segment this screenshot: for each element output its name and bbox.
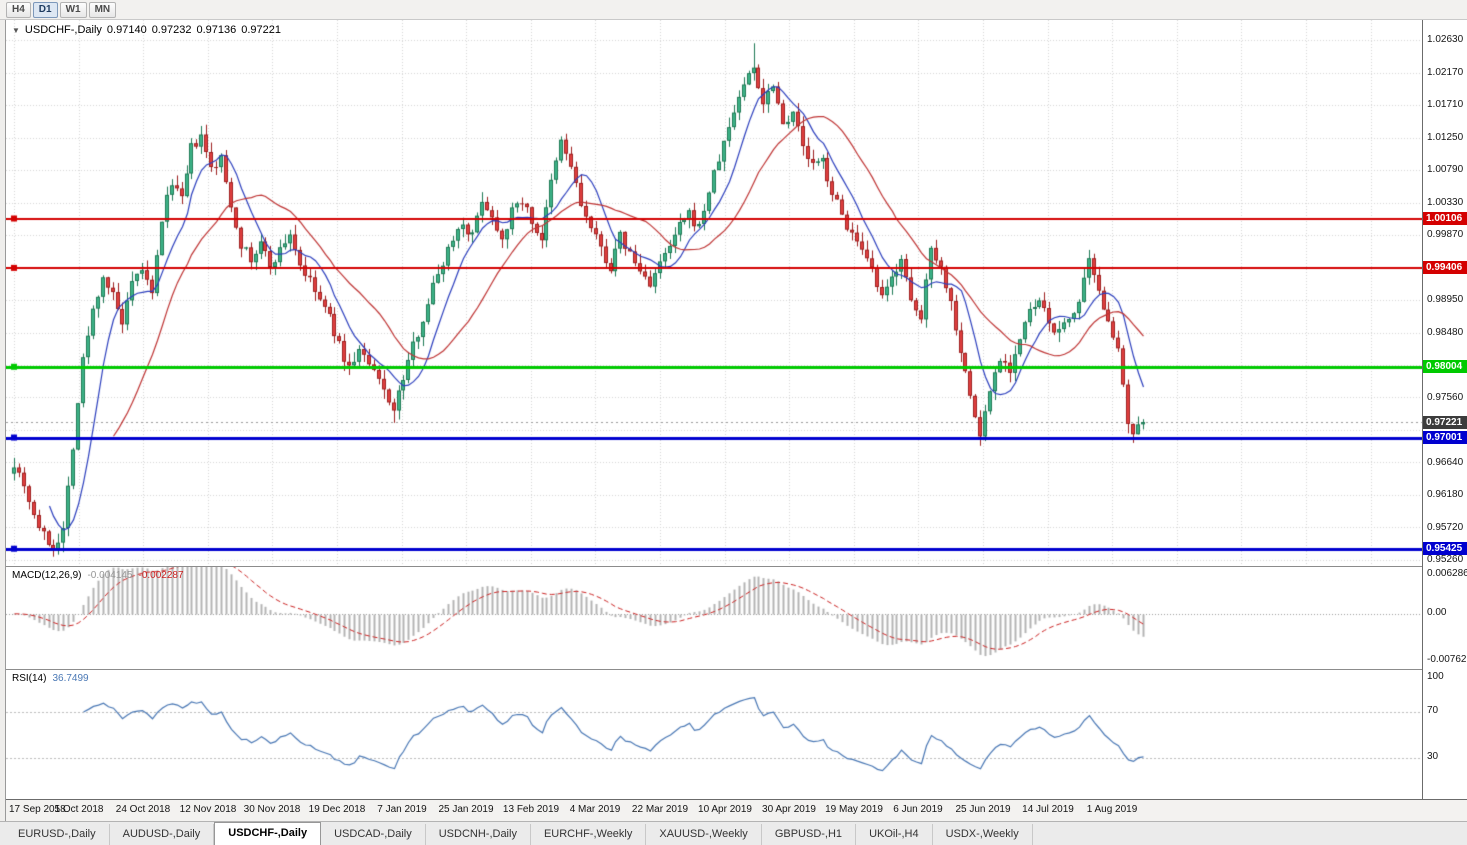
date-axis-label: 6 Jun 2019 (893, 804, 943, 815)
tab-eurchf-weekly[interactable]: EURCHF-,Weekly (531, 824, 647, 845)
price-axis-label: 1.02170 (1427, 67, 1464, 78)
price-axis-label: 0.97560 (1427, 392, 1464, 403)
date-axis-label: 30 Nov 2018 (243, 804, 301, 815)
macd-signal-value: -0.002287 (138, 570, 184, 581)
date-axis-label: 4 Mar 2019 (569, 804, 621, 815)
date-axis-label: 25 Jun 2019 (955, 804, 1011, 815)
timeframe-button-h4[interactable]: H4 (6, 1, 31, 18)
date-axis-label: 24 Oct 2018 (115, 804, 171, 815)
price-level-badge: 0.98004 (1423, 360, 1467, 373)
macd-axis-label: 0.00 (1427, 607, 1447, 618)
macd-label: MACD(12,26,9) -0.004145 -0.002287 (12, 570, 184, 581)
rsi-value: 36.7499 (52, 673, 89, 684)
price-axis-label: 0.96180 (1427, 489, 1464, 500)
rsi-canvas[interactable] (6, 670, 1422, 799)
price-axis-label: 0.98950 (1427, 294, 1464, 305)
tab-gbpusd-h1[interactable]: GBPUSD-,H1 (762, 824, 857, 845)
rsi-axis-label: 70 (1427, 705, 1439, 716)
timeframe-button-mn[interactable]: MN (88, 1, 117, 18)
chart-title: ▼ USDCHF-,Daily 0.97140 0.97232 0.97136 … (12, 24, 281, 36)
timeframe-button-w1[interactable]: W1 (59, 1, 87, 18)
macd-main-value: -0.004145 (87, 570, 133, 581)
date-axis-label: 19 Dec 2018 (308, 804, 366, 815)
rsi-name: RSI(14) (12, 673, 47, 684)
tab-ukoil-h4[interactable]: UKOil-,H4 (856, 824, 933, 845)
date-axis-label: 13 Feb 2019 (502, 804, 560, 815)
date-axis-label: 25 Jan 2019 (438, 804, 494, 815)
timeframe-button-d1[interactable]: D1 (32, 1, 58, 18)
chart-tabs-bar: EURUSD-,Daily AUDUSD-,Daily USDCHF-,Daily U… (0, 821, 1467, 845)
date-axis[interactable]: 17 Sep 2018 5 Oct 2018 24 Oct 2018 12 Nov 2… (6, 799, 1467, 821)
main-chart-panel: ▼ USDCHF-,Daily 0.97140 0.97232 0.97136 … (6, 20, 1422, 566)
current-price-badge: 0.97221 (1423, 416, 1467, 429)
price-axis-label: 1.01710 (1427, 99, 1464, 110)
main-chart-canvas[interactable] (6, 20, 1422, 566)
tab-usdcnh-daily[interactable]: USDCNH-,Daily (426, 824, 531, 845)
tab-usdcad-daily[interactable]: USDCAD-,Daily (321, 824, 426, 845)
chart-dropdown-icon[interactable]: ▼ (12, 25, 20, 35)
date-axis-label: 5 Oct 2018 (54, 804, 104, 815)
macd-panel: MACD(12,26,9) -0.004145 -0.002287 (6, 566, 1422, 669)
price-axis-label: 0.99870 (1427, 229, 1464, 240)
date-axis-label: 22 Mar 2019 (631, 804, 689, 815)
price-axis-label: 1.00330 (1427, 197, 1464, 208)
rsi-panel: RSI(14) 36.7499 (6, 669, 1422, 799)
date-axis-label: 1 Aug 2019 (1086, 804, 1138, 815)
chart-low-value: 0.97136 (196, 24, 237, 36)
date-axis-label: 30 Apr 2019 (762, 804, 816, 815)
price-axis-label: 1.02630 (1427, 34, 1464, 45)
macd-axis-label: -0.00762 (1427, 654, 1467, 665)
price-level-badge: 0.97001 (1423, 431, 1467, 444)
price-axis-label: 0.95260 (1427, 554, 1464, 565)
price-level-badge: 0.95425 (1423, 542, 1467, 555)
date-axis-label: 7 Jan 2019 (377, 804, 427, 815)
date-axis-label: 10 Apr 2019 (698, 804, 752, 815)
price-axis-label: 1.01250 (1427, 132, 1464, 143)
tab-xauusd-weekly[interactable]: XAUUSD-,Weekly (646, 824, 762, 845)
price-axis-label: 0.96640 (1427, 457, 1464, 468)
chart-close-value: 0.97221 (241, 24, 281, 36)
rsi-axis-label: 30 (1427, 751, 1439, 762)
tab-usdchf-daily[interactable]: USDCHF-,Daily (214, 822, 322, 845)
date-axis-label: 19 May 2019 (825, 804, 883, 815)
date-axis-label: 14 Jul 2019 (1022, 804, 1074, 815)
rsi-label: RSI(14) 36.7499 (12, 673, 89, 684)
timeframe-toolbar: H4 D1 W1 MN (0, 0, 1467, 20)
tab-eurusd-daily[interactable]: EURUSD-,Daily (5, 824, 110, 845)
price-axis-label: 0.98480 (1427, 327, 1464, 338)
chart-window: ▼ USDCHF-,Daily 0.97140 0.97232 0.97136 … (5, 20, 1467, 821)
date-axis-label: 17 Sep 2018 (9, 804, 66, 815)
chart-open-value: 0.97140 (106, 24, 147, 36)
price-axis-label: 0.95720 (1427, 522, 1464, 533)
date-axis-label: 12 Nov 2018 (179, 804, 237, 815)
price-axis[interactable]: 1.02630 1.02170 1.01710 1.01250 1.00790 1.003… (1422, 20, 1467, 799)
tab-audusd-daily[interactable]: AUDUSD-,Daily (110, 824, 215, 845)
chart-high-value: 0.97232 (151, 24, 192, 36)
chart-symbol-label: USDCHF-,Daily (24, 24, 102, 36)
macd-name: MACD(12,26,9) (12, 570, 82, 581)
tab-usdx-weekly[interactable]: USDX-,Weekly (933, 824, 1033, 845)
macd-canvas[interactable] (6, 567, 1422, 669)
price-level-badge: 0.99406 (1423, 261, 1467, 274)
rsi-axis-label: 100 (1427, 671, 1444, 682)
macd-axis-label: 0.006286 (1427, 568, 1467, 579)
price-axis-label: 1.00790 (1427, 164, 1464, 175)
price-level-badge: 1.00106 (1423, 212, 1467, 225)
